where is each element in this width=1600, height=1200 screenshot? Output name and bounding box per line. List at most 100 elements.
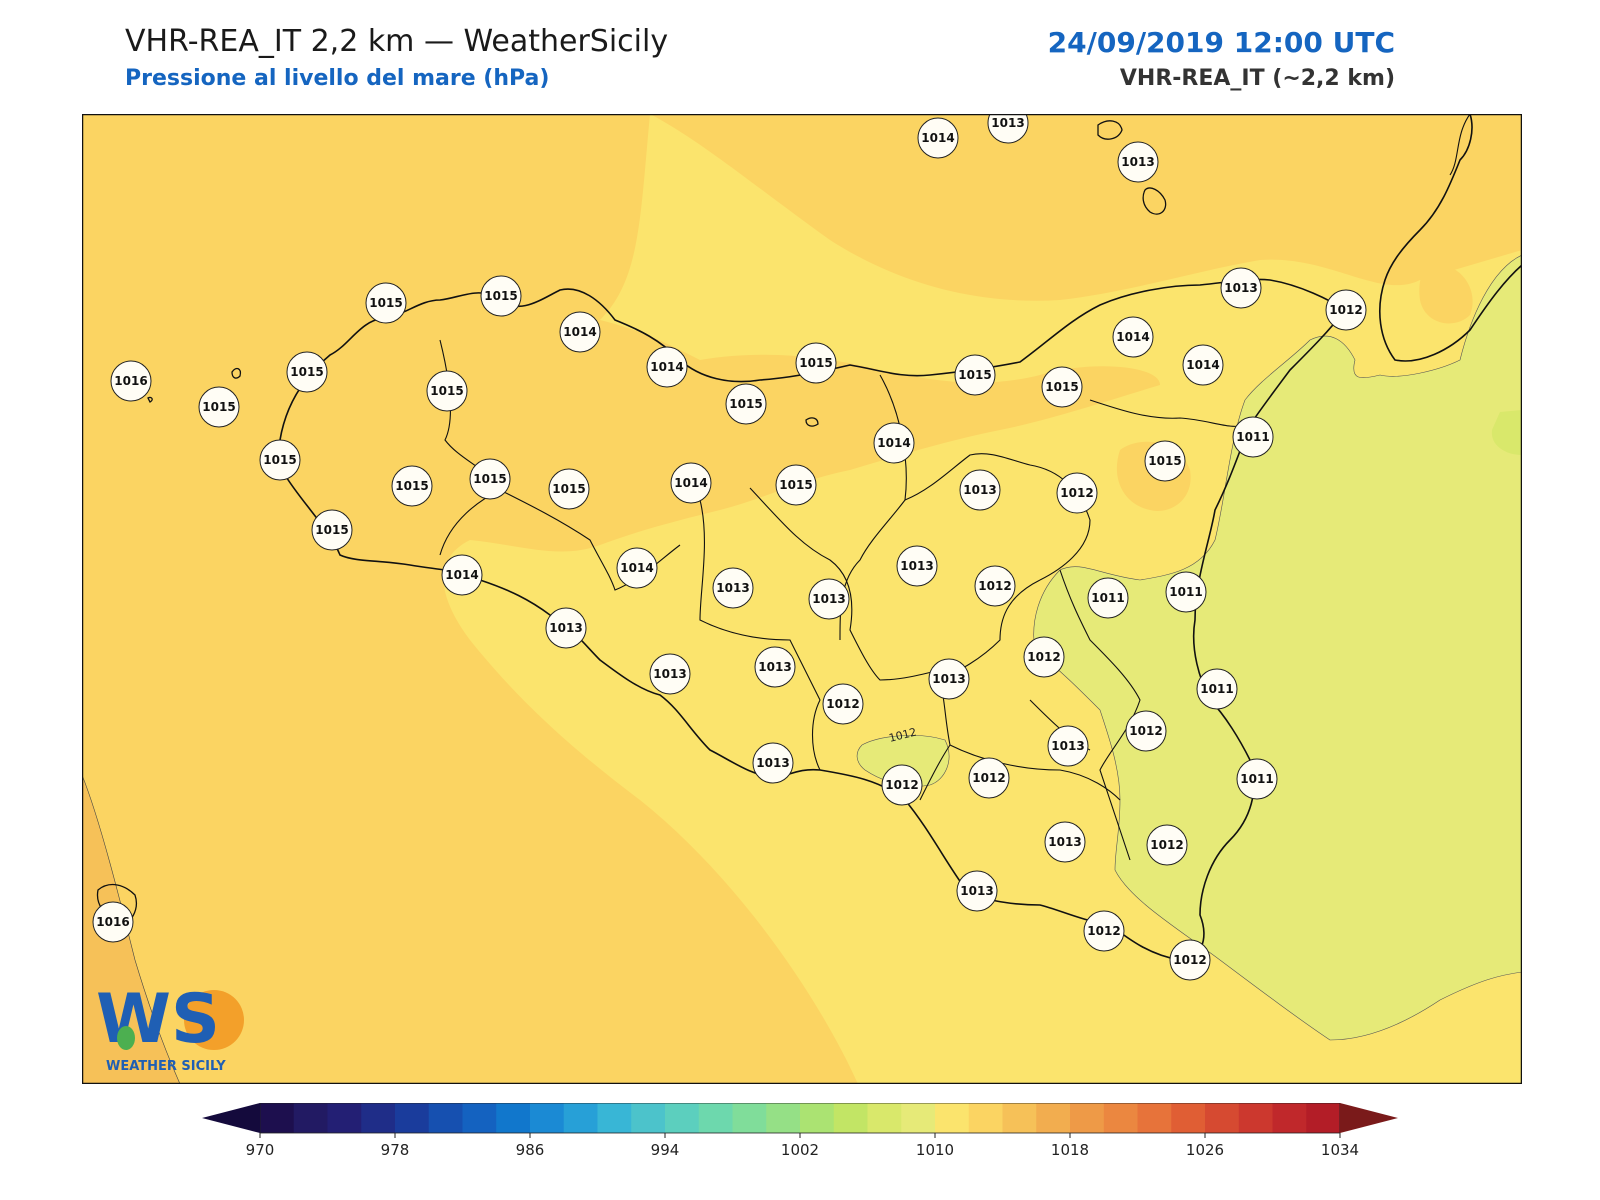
colorbar-swatches bbox=[259, 1103, 1341, 1134]
station-circle bbox=[959, 469, 1001, 511]
colorbar-tick-label: 1010 bbox=[916, 1141, 954, 1159]
station-circle bbox=[1146, 824, 1188, 866]
station-circle bbox=[808, 578, 850, 620]
station-value: 1014 bbox=[921, 131, 954, 145]
station-value: 1012 bbox=[885, 778, 918, 792]
station-marker: 1015 bbox=[725, 383, 767, 425]
station-value: 1013 bbox=[1048, 835, 1081, 849]
station-value: 1013 bbox=[932, 672, 965, 686]
calabria-inner bbox=[1449, 114, 1471, 176]
station-value: 1012 bbox=[978, 579, 1011, 593]
station-circle bbox=[1041, 366, 1083, 408]
station-marker: 1013 bbox=[1044, 821, 1086, 863]
station-circle bbox=[1047, 725, 1089, 767]
station-circle bbox=[92, 901, 134, 943]
station-value: 1014 bbox=[1186, 358, 1219, 372]
station-circle bbox=[1023, 636, 1065, 678]
station-circle bbox=[616, 547, 658, 589]
colorbar-tick-label: 994 bbox=[651, 1141, 680, 1159]
station-value: 1012 bbox=[1087, 924, 1120, 938]
station-marker: 1013 bbox=[712, 567, 754, 609]
station-circle bbox=[670, 462, 712, 504]
station-value: 1014 bbox=[620, 561, 653, 575]
station-marker: 1012 bbox=[968, 757, 1010, 799]
station-marker: 1012 bbox=[1146, 824, 1188, 866]
station-marker: 1015 bbox=[426, 370, 468, 412]
station-marker: 1011 bbox=[1165, 571, 1207, 613]
station-value: 1013 bbox=[991, 116, 1024, 130]
logo-sun-icon bbox=[184, 990, 244, 1050]
station-value: 1013 bbox=[963, 483, 996, 497]
station-value: 1015 bbox=[779, 478, 812, 492]
station-value: 1013 bbox=[1121, 155, 1154, 169]
station-marker: 1013 bbox=[754, 646, 796, 688]
station-circle bbox=[917, 117, 959, 159]
station-marker: 1013 bbox=[1117, 141, 1159, 183]
band-high-west bbox=[82, 774, 181, 1084]
colorbar-swatch bbox=[1171, 1103, 1206, 1133]
station-circle bbox=[426, 370, 468, 412]
station-value: 1014 bbox=[1116, 330, 1149, 344]
station-circle bbox=[286, 351, 328, 393]
station-marker: 1013 bbox=[956, 870, 998, 912]
station-value: 1016 bbox=[96, 915, 129, 929]
colorbar-swatch bbox=[327, 1103, 362, 1133]
colorbar-swatch bbox=[901, 1103, 936, 1133]
station-circle bbox=[1220, 267, 1262, 309]
map-subtitle: Pressione al livello del mare (hPa) bbox=[125, 66, 550, 91]
station-value: 1015 bbox=[315, 523, 348, 537]
station-value: 1015 bbox=[799, 356, 832, 370]
station-circle bbox=[928, 658, 970, 700]
station-marker: 1013 bbox=[896, 545, 938, 587]
colorbar-swatch bbox=[395, 1103, 430, 1133]
map-border bbox=[82, 114, 1522, 1084]
station-circle bbox=[954, 354, 996, 396]
station-markers: 1014 1013 1013 1015 1015 1014 1016 1015 1015 1015… bbox=[92, 114, 1367, 981]
station-circle bbox=[795, 342, 837, 384]
station-value: 1012 bbox=[826, 697, 859, 711]
station-marker: 1015 bbox=[259, 439, 301, 481]
logo-letters: WS bbox=[96, 980, 220, 1059]
contour-1012-patch bbox=[856, 735, 950, 787]
station-value: 1012 bbox=[1150, 838, 1183, 852]
station-value: 1013 bbox=[756, 756, 789, 770]
station-marker: 1013 bbox=[545, 607, 587, 649]
colorbar-swatch bbox=[665, 1103, 700, 1133]
station-marker: 1015 bbox=[480, 275, 522, 317]
station-circle bbox=[198, 386, 240, 428]
station-circle bbox=[712, 567, 754, 609]
map-datetime: 24/09/2019 12:00 UTC bbox=[1047, 26, 1395, 59]
colorbar-swatch bbox=[563, 1103, 598, 1133]
colorbar-swatch bbox=[766, 1103, 801, 1133]
colorbar-tick-label: 1026 bbox=[1186, 1141, 1224, 1159]
station-circle bbox=[1044, 821, 1086, 863]
station-circle bbox=[1182, 344, 1224, 386]
colorbar-swatch bbox=[800, 1103, 835, 1133]
station-marker: 1016 bbox=[110, 360, 152, 402]
station-value: 1015 bbox=[484, 289, 517, 303]
station-marker: 1016 bbox=[92, 901, 134, 943]
station-circle bbox=[311, 509, 353, 551]
colorbar-swatch bbox=[428, 1103, 463, 1133]
colorbar-swatch bbox=[698, 1103, 733, 1133]
colorbar-swatch bbox=[1002, 1103, 1037, 1133]
station-marker: 1015 bbox=[1144, 440, 1186, 482]
station-value: 1014 bbox=[650, 360, 683, 374]
station-marker: 1015 bbox=[1041, 366, 1083, 408]
colorbar-swatch bbox=[935, 1103, 970, 1133]
station-marker: 1014 bbox=[873, 422, 915, 464]
station-circle bbox=[987, 114, 1029, 144]
station-circle bbox=[1117, 141, 1159, 183]
station-value: 1011 bbox=[1169, 585, 1202, 599]
colorbar-swatch bbox=[1238, 1103, 1273, 1133]
station-value: 1015 bbox=[430, 384, 463, 398]
station-value: 1011 bbox=[1200, 682, 1233, 696]
colorbar-swatch bbox=[732, 1103, 767, 1133]
station-circle bbox=[881, 764, 923, 806]
station-circle bbox=[1169, 939, 1211, 981]
station-circle bbox=[110, 360, 152, 402]
colorbar-swatch bbox=[1036, 1103, 1071, 1133]
station-value: 1015 bbox=[263, 453, 296, 467]
colorbar-tick-label: 1034 bbox=[1321, 1141, 1359, 1159]
station-value: 1014 bbox=[877, 436, 910, 450]
